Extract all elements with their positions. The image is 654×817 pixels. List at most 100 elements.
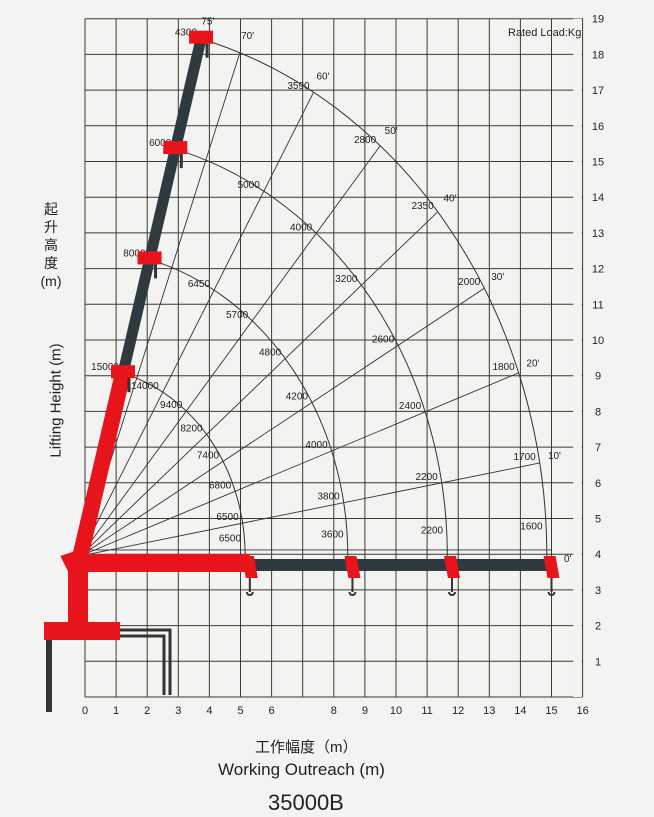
x-tick-label: 5 — [237, 705, 243, 717]
load-value: 15000 — [91, 362, 119, 373]
load-value: 6800 — [209, 480, 232, 491]
load-value: 4000 — [305, 440, 328, 451]
load-value: 3200 — [335, 274, 358, 285]
y-tick-label: 8 — [595, 406, 601, 418]
angle-label: 30' — [491, 272, 504, 283]
angle-label: 70' — [241, 31, 254, 42]
load-value: 2800 — [354, 135, 377, 146]
y-tick-label: 5 — [595, 514, 601, 526]
x-tick-label: 4 — [206, 705, 212, 717]
angle-line — [79, 92, 314, 557]
load-value: 5000 — [238, 180, 261, 191]
load-value: 1700 — [513, 452, 536, 463]
boom-head-horizontal — [241, 555, 258, 578]
x-tick-label: 13 — [483, 705, 495, 717]
boom-extension-raised — [117, 37, 207, 375]
load-value: 7400 — [197, 450, 220, 461]
y-tick-label: 17 — [592, 85, 604, 97]
x-axis-label: Working Outreach (m) — [218, 760, 385, 779]
y-tick-label: 18 — [592, 49, 604, 61]
x-tick-label: 14 — [514, 705, 526, 717]
x-tick-label: 1 — [113, 705, 119, 717]
right-margin — [573, 18, 582, 697]
load-value: 8000 — [123, 248, 146, 259]
angle-line — [79, 145, 381, 557]
rated-load-note: Rated Load:Kg — [508, 27, 582, 39]
load-value: 2200 — [415, 472, 438, 483]
angle-label: 0' — [564, 554, 572, 565]
angle-line — [80, 372, 519, 557]
load-value: 2600 — [372, 334, 395, 345]
boom-length-arc — [175, 148, 448, 556]
angle-line — [80, 211, 439, 557]
angle-label: 10' — [548, 451, 561, 462]
load-value: 2350 — [411, 201, 434, 212]
y-tick-label: 4 — [595, 549, 601, 561]
load-value: 6500 — [219, 533, 242, 544]
angle-label: 60' — [317, 71, 330, 82]
load-value: 2400 — [399, 401, 422, 412]
hook-icon — [348, 577, 357, 596]
y-tick-label: 10 — [592, 335, 604, 347]
load-value: 3600 — [321, 529, 344, 540]
y-tick-label: 9 — [595, 371, 601, 383]
load-value: 5700 — [226, 310, 249, 321]
angle-label: 40' — [444, 194, 457, 205]
load-value: 1800 — [492, 362, 515, 373]
y-tick-label: 3 — [595, 585, 601, 597]
x-tick-label: 9 — [362, 705, 368, 717]
y-tick-label: 13 — [592, 228, 604, 240]
boom-length-arc — [200, 38, 548, 556]
boom-head-horizontal — [344, 555, 361, 578]
boom-head-horizontal — [543, 555, 560, 578]
y-tick-label: 14 — [592, 192, 604, 204]
boom-extension-horizontal — [249, 558, 552, 571]
load-value: 8200 — [180, 423, 203, 434]
y-tick-label: 11 — [592, 299, 603, 311]
angle-label: 50' — [385, 126, 398, 137]
y-tick-label: 12 — [592, 264, 604, 276]
x-tick-label: 16 — [576, 705, 588, 717]
angle-line — [80, 462, 540, 557]
boom-pivot — [60, 547, 85, 576]
angle-label: 75' — [201, 17, 214, 28]
y-tick-label: 19 — [592, 14, 604, 26]
load-value: 4200 — [286, 391, 309, 402]
y-axis-label-cn: 起升高度 (m) — [40, 200, 62, 290]
boom-base-section-raised — [72, 371, 131, 558]
load-value: 14000 — [131, 381, 159, 392]
crane-base — [44, 622, 120, 640]
x-tick-label: 2 — [144, 705, 150, 717]
angle-line — [80, 287, 485, 557]
x-tick-label: 10 — [390, 705, 402, 717]
truck-frame — [120, 628, 172, 695]
boom-head-raised — [163, 141, 188, 155]
load-value: 3590 — [287, 81, 310, 92]
boom-length-arc — [122, 372, 246, 556]
load-value: 6500 — [216, 512, 239, 523]
boom-head-raised — [137, 251, 162, 265]
boom-head-raised — [189, 30, 214, 44]
boom-length-arc — [149, 258, 349, 556]
y-tick-label: 6 — [595, 478, 601, 490]
load-value: 4800 — [259, 348, 282, 359]
load-value: 2000 — [458, 277, 481, 288]
boom-head-horizontal — [443, 555, 460, 578]
x-tick-label: 3 — [175, 705, 181, 717]
x-tick-label: 6 — [269, 705, 275, 717]
x-tick-label: 8 — [331, 705, 337, 717]
x-tick-label: 0 — [82, 705, 88, 717]
load-value: 2200 — [421, 525, 444, 536]
x-tick-label: 15 — [545, 705, 557, 717]
hook-icon — [447, 577, 456, 596]
y-tick-label: 16 — [592, 121, 604, 133]
hook-icon — [245, 577, 254, 596]
y-tick-label: 15 — [592, 157, 604, 169]
y-axis-label-cn-unit: (m) — [40, 273, 62, 289]
y-tick-label: 7 — [595, 442, 601, 454]
load-value: 3800 — [317, 492, 340, 503]
y-tick-label: 2 — [595, 621, 601, 633]
load-value: 4000 — [290, 222, 313, 233]
